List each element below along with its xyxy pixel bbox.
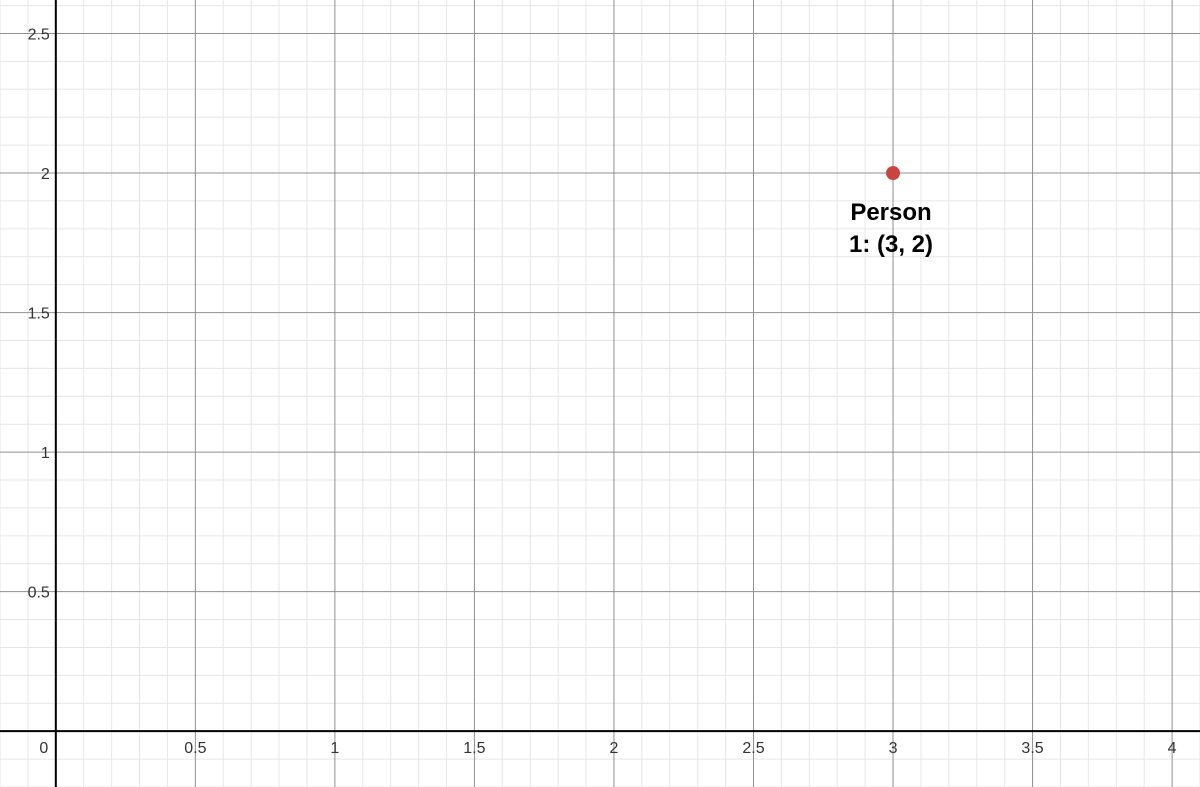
y-tick-label: 1 xyxy=(41,445,50,462)
x-tick-label: 1.5 xyxy=(463,740,485,757)
y-tick-label: 1.5 xyxy=(28,306,50,323)
x-tick-label: 0.5 xyxy=(184,740,206,757)
data-point-label-line1: Person xyxy=(850,199,931,226)
x-tick-label: 2.5 xyxy=(742,740,764,757)
data-point-label-line2: 1: (3, 2) xyxy=(849,231,933,258)
y-tick-label: 2 xyxy=(41,166,50,183)
x-tick-label: 3 xyxy=(889,740,898,757)
x-tick-label: 0 xyxy=(39,740,48,757)
x-tick-label: 4 xyxy=(1168,740,1177,757)
y-tick-label: 0.5 xyxy=(28,585,50,602)
x-tick-label: 2 xyxy=(610,740,619,757)
y-tick-label: 2.5 xyxy=(28,26,50,43)
x-tick-label: 1 xyxy=(330,740,339,757)
tick-labels: 0 0.5 1 1.5 2 2.5 3 3.5 4 0.5 1 1.5 2 2.5 xyxy=(28,26,1177,757)
data-point xyxy=(886,166,901,181)
x-tick-label: 3.5 xyxy=(1021,740,1043,757)
data-points: Person 1: (3, 2) xyxy=(849,166,933,258)
